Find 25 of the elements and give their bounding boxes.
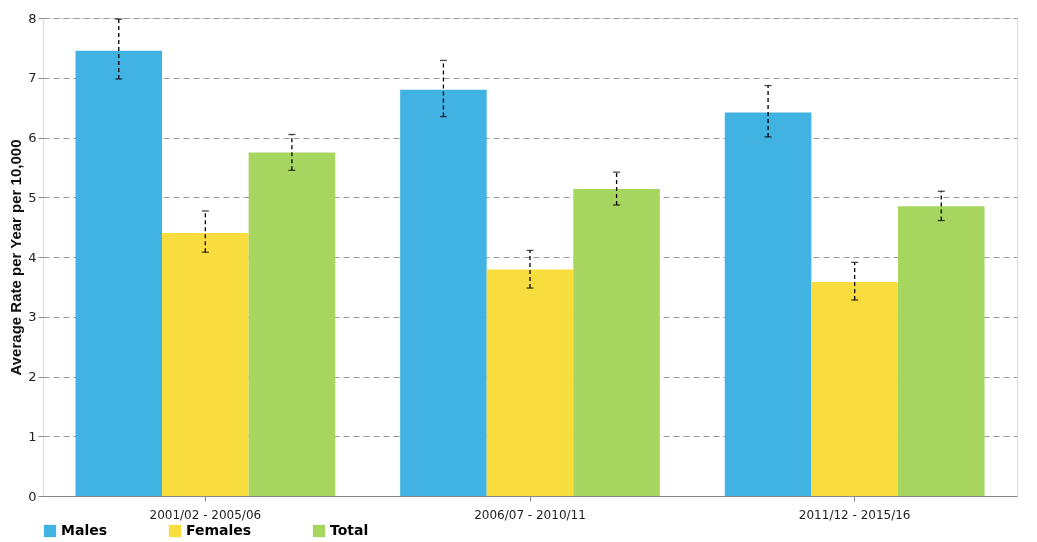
- bar: [486, 269, 574, 496]
- bar: [248, 152, 336, 496]
- bar: [162, 233, 249, 496]
- bar: [811, 282, 898, 496]
- bar: [75, 50, 163, 496]
- legend-label: Total: [330, 522, 369, 538]
- bar: [897, 206, 985, 496]
- y-tick-label: 2: [28, 369, 37, 384]
- bar: [400, 89, 487, 496]
- legend-label: Females: [186, 522, 252, 538]
- x-tick-label: 2006/07 - 2010/11: [474, 507, 586, 522]
- y-tick-label: 3: [28, 309, 37, 325]
- y-tick-label: 5: [28, 189, 37, 205]
- x-tick-label: 2001/02 - 2005/06: [149, 507, 262, 522]
- bar: [724, 112, 812, 496]
- bar: [573, 188, 660, 496]
- y-tick-label: 0: [28, 488, 37, 504]
- y-tick-label: 1: [28, 428, 37, 444]
- y-tick-label: 6: [28, 130, 37, 145]
- y-axis-title: Average Rate per Year per 10,000: [7, 139, 25, 376]
- y-tick-label: 4: [28, 249, 37, 265]
- y-tick-label: 7: [28, 70, 37, 86]
- y-tick-label: 8: [28, 10, 37, 26]
- x-tick-label: 2011/12 - 2015/16: [798, 507, 911, 522]
- legend-label: Males: [61, 522, 108, 538]
